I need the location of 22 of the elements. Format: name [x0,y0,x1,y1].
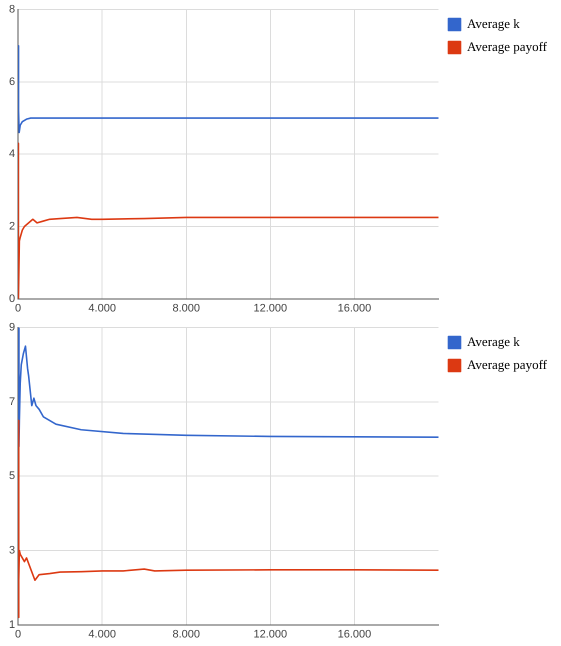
y-tick-label: 7 [8,396,16,408]
x-tick-label: 16.000 [338,302,372,314]
x-tick-label: 8.000 [172,302,200,314]
y-tick-label: 4 [8,148,16,160]
x-tick-label: 4.000 [88,302,116,314]
legend-label: Average k [466,16,520,31]
x-tick-label: 8.000 [172,628,200,640]
y-tick-label: 1 [8,618,16,631]
y-tick-label: 8 [8,4,16,16]
y-tick-label: 0 [8,292,16,305]
legend-label: Average payoff [466,356,548,372]
x-tick-label: 4.000 [88,628,116,640]
x-tick-label: 12.000 [254,302,288,314]
y-tick-label: 2 [8,220,16,233]
y-tick-label: 5 [8,470,16,482]
legend-label: Average payoff [466,38,548,54]
y-tick-label: 9 [8,322,16,334]
y-tick-label: 3 [8,544,16,557]
y-tick-label: 6 [8,76,16,88]
x-tick-label: 16.000 [338,628,372,640]
x-tick-label: 12.000 [254,628,288,640]
legend-label: Average k [466,334,520,349]
